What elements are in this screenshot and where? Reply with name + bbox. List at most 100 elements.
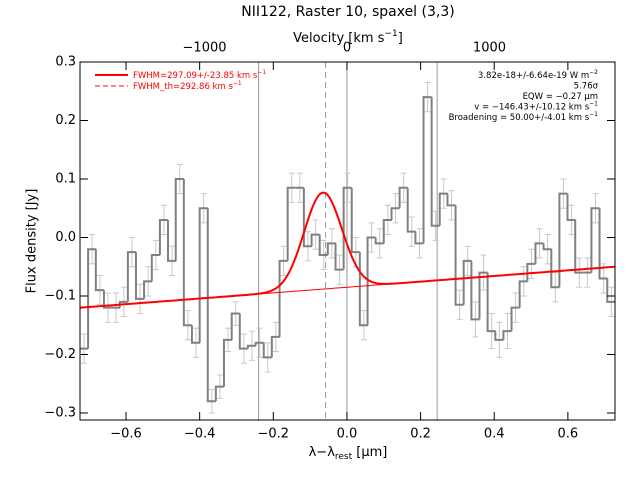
x-tick-label: 0.2 <box>410 427 431 442</box>
histogram-step <box>406 187 416 233</box>
histogram-step <box>486 272 496 333</box>
histogram-step <box>398 186 408 209</box>
histogram-step <box>390 207 400 220</box>
histogram-step <box>526 262 536 282</box>
histogram-step <box>518 280 528 308</box>
x-tick-label: 0.0 <box>337 427 358 442</box>
histogram-step <box>542 243 552 251</box>
histogram-step <box>438 192 448 226</box>
histogram-step <box>134 252 145 300</box>
legend-text: FWHM=297.09+/-23.85 km s−1 <box>133 69 266 81</box>
histogram-step <box>143 280 153 299</box>
annotation: 5.76σ <box>574 81 599 91</box>
y-axis-label: Flux density [Jy] <box>25 189 40 294</box>
top-label-end: ] <box>398 31 403 46</box>
histogram-step <box>502 330 512 340</box>
histogram-step <box>318 234 328 257</box>
y-tick-label: 0.1 <box>55 171 76 186</box>
legend-text-main: FWHM=297.09+/-23.85 km s <box>133 71 258 81</box>
histogram-step <box>270 335 280 358</box>
top-label-sup: −1 <box>384 29 397 39</box>
histogram-step <box>382 218 392 244</box>
histogram-step <box>358 252 368 327</box>
annotation-main: EQW = −0.27 μm <box>523 92 598 102</box>
histogram-step <box>606 278 616 303</box>
annotation: EQW = −0.27 μm <box>523 92 598 102</box>
histogram-step <box>302 187 312 248</box>
annotation: Broadening = 50.00+/-4.01 km s−1 <box>449 111 599 123</box>
histogram-step <box>366 236 376 326</box>
histogram-step <box>126 251 136 302</box>
top-tick-label: −1000 <box>183 41 227 56</box>
histogram-step <box>598 208 608 280</box>
histogram-step <box>262 342 272 359</box>
annotation-main: 5.76σ <box>574 81 599 91</box>
histogram-step <box>334 243 344 271</box>
histogram-step <box>246 344 257 349</box>
histogram-step <box>278 259 288 337</box>
annotation-sup: −1 <box>589 111 598 118</box>
histogram-step <box>214 385 224 402</box>
x-tick-label: −0.4 <box>184 427 216 442</box>
histogram-step <box>494 331 504 341</box>
histogram-step <box>414 231 424 245</box>
histogram-step <box>150 254 160 282</box>
x-tick-label: 0.6 <box>558 427 579 442</box>
x-label-sub: rest <box>335 452 353 462</box>
histogram-step <box>558 192 568 288</box>
y-tick-label: −0.1 <box>44 288 76 303</box>
top-label: Velocity [km s <box>293 31 385 46</box>
legend-text-sup: −1 <box>257 69 266 76</box>
histogram-step <box>462 259 472 305</box>
histogram-step <box>574 219 584 274</box>
x-tick-label: −0.2 <box>258 427 290 442</box>
histogram-step <box>478 271 488 320</box>
y-tick-label: −0.3 <box>44 405 76 420</box>
histogram-step <box>350 187 360 254</box>
legend-text-main: FWHM_th=292.86 km s <box>133 82 233 92</box>
y-tick-label: 0.3 <box>55 55 76 70</box>
histogram-step <box>430 97 440 227</box>
histogram-step <box>102 290 113 309</box>
histogram-step <box>590 207 600 273</box>
histogram-step <box>510 306 520 332</box>
y-tick-label: 0.2 <box>55 113 76 128</box>
histogram-step <box>342 186 352 270</box>
annotation-sup: −1 <box>589 100 598 107</box>
top-tick-label: 0 <box>343 41 351 56</box>
histogram-step <box>206 208 216 403</box>
x-label: λ−λ <box>309 445 336 460</box>
plot-frame <box>79 61 616 421</box>
annotation: 3.82e-18+/-6.64e-19 W m−2 <box>478 69 598 81</box>
histogram-step <box>374 237 384 245</box>
top-tick-label: 1000 <box>473 41 506 56</box>
histogram-step <box>566 193 576 221</box>
legend-text-sup: −1 <box>233 80 242 87</box>
histogram-step <box>470 260 480 321</box>
annotation-sup: −2 <box>589 69 598 76</box>
histogram-step <box>286 186 296 261</box>
x-tick-label: −0.6 <box>110 427 142 442</box>
histogram-step <box>230 312 240 340</box>
histogram-step <box>87 248 97 349</box>
histogram-step <box>446 193 456 207</box>
histogram-step <box>550 249 560 289</box>
histogram-step <box>118 300 128 308</box>
y-tick-label: 0.0 <box>55 230 76 245</box>
histogram-step <box>198 207 208 343</box>
histogram-step <box>310 233 320 247</box>
histogram-step <box>422 96 432 244</box>
histogram-step <box>182 178 192 327</box>
annotation-main: 3.82e-18+/-6.64e-19 W m <box>478 71 589 81</box>
y-tick-label: −0.2 <box>44 347 76 362</box>
x-tick-label: 0.4 <box>484 427 505 442</box>
chart-title: NII122, Raster 10, spaxel (3,3) <box>241 4 454 20</box>
histogram-step <box>190 325 201 344</box>
fit-curve <box>79 191 616 309</box>
legend-text: FWHM_th=292.86 km s−1 <box>133 80 242 92</box>
histogram-step <box>534 242 544 264</box>
histogram-step <box>326 242 336 256</box>
histogram-step <box>174 177 184 261</box>
